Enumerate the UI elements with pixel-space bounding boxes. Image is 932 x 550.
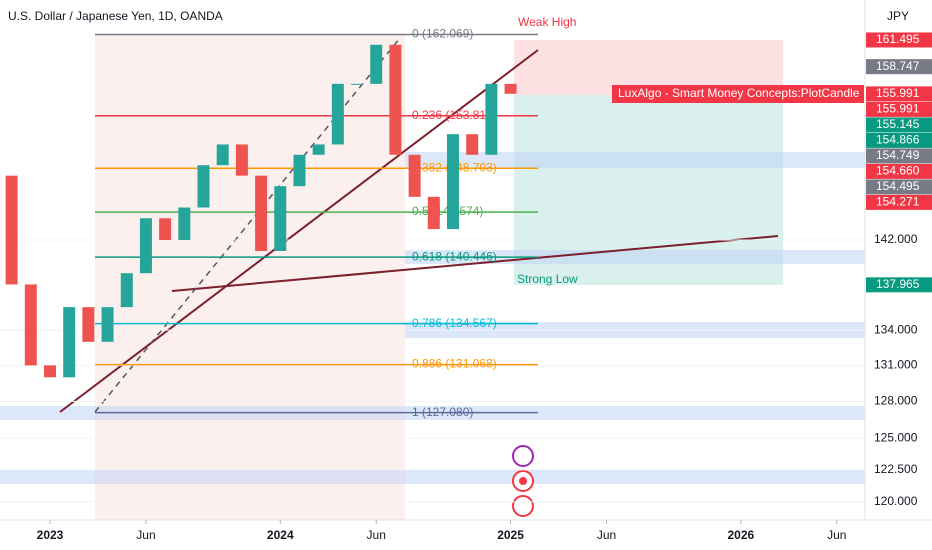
price-label: 154.271 (876, 195, 920, 209)
price-label: 137.965 (876, 277, 920, 291)
candle (331, 83, 344, 145)
annotation: Strong Low (517, 272, 578, 286)
price-label-bg (866, 59, 932, 75)
candle (139, 218, 152, 274)
x-tick-label: 2023 (37, 528, 64, 542)
x-tick-label: 2026 (727, 528, 754, 542)
y-tick-label: 125.000 (874, 430, 918, 444)
x-tick-label: Jun (827, 528, 846, 542)
fib-label: 0 (162.069) (412, 27, 473, 41)
candle (351, 83, 364, 85)
y-tick-label: 120.000 (874, 494, 918, 508)
price-label-bg (866, 32, 932, 48)
trend-line (94, 37, 401, 413)
y-tick-label: 142.000 (874, 232, 918, 246)
candle (5, 175, 18, 285)
price-label-bg (866, 117, 932, 133)
fib-label: 0.236 (153.812) (412, 108, 497, 122)
candle (197, 165, 210, 208)
candle (274, 186, 287, 251)
fib-label: 0.786 (134.567) (412, 316, 497, 330)
price-label-bg (866, 148, 932, 164)
event-icon (519, 477, 527, 485)
candle (120, 273, 133, 308)
candle (446, 134, 459, 230)
x-tick-label: 2025 (497, 528, 524, 542)
x-tick-label: Jun (136, 528, 155, 542)
price-label: 155.145 (876, 117, 920, 131)
price-label-bg (866, 179, 932, 195)
candle (24, 284, 37, 366)
price-label-bg (866, 277, 932, 293)
annotation: Weak High (518, 15, 576, 29)
candle (63, 307, 76, 378)
y-tick-label: 122.500 (874, 462, 918, 476)
candle (101, 307, 114, 342)
candle (485, 83, 498, 155)
candle (389, 44, 402, 155)
y-tick-label: 128.000 (874, 394, 918, 408)
fib-label: 0.886 (131.068) (412, 357, 497, 371)
chart-title: U.S. Dollar / Japanese Yen, 1D, OANDA (8, 9, 223, 23)
price-label-bg (866, 163, 932, 179)
candle (427, 196, 440, 230)
candle (216, 144, 229, 166)
zone (405, 152, 865, 168)
fib-background (95, 35, 405, 520)
candle (159, 218, 172, 241)
candle (466, 134, 479, 155)
price-label: 158.747 (876, 59, 920, 73)
price-label: 155.991 (876, 86, 920, 100)
candle (235, 144, 248, 176)
price-label-bg (866, 101, 932, 117)
x-tick-label: 2024 (267, 528, 294, 542)
trend-line (171, 235, 779, 292)
candle (370, 44, 383, 84)
price-label-bg (866, 132, 932, 148)
price-label: 154.495 (876, 179, 920, 193)
candle (178, 207, 191, 241)
currency: JPY (887, 9, 909, 23)
zone (0, 470, 865, 484)
x-tick-label: Jun (367, 528, 386, 542)
indicator-badge (612, 85, 864, 103)
price-label: 155.991 (876, 102, 920, 116)
price-label-bg (866, 86, 932, 102)
zone (405, 250, 865, 264)
price-label: 154.749 (876, 148, 920, 162)
y-tick-label: 131.000 (874, 358, 918, 372)
candle (408, 154, 421, 197)
candle (504, 83, 517, 94)
price-label-bg (866, 194, 932, 210)
indicator-label: LuxAlgo - Smart Money Concepts:PlotCandl… (618, 86, 860, 100)
candle (312, 144, 325, 155)
price-label: 161.495 (876, 32, 920, 46)
x-tick-label: Jun (597, 528, 616, 542)
fib-label: 0.618 (140.446) (412, 249, 497, 263)
event-icon[interactable] (512, 445, 534, 467)
price-label: 154.660 (876, 164, 920, 178)
candle (293, 154, 306, 187)
fib-label: 1 (127.080) (412, 405, 473, 419)
y-tick-label: 134.000 (874, 322, 918, 336)
event-icon[interactable] (512, 495, 534, 517)
candle (82, 307, 95, 342)
candle (255, 175, 268, 251)
trend-line (59, 49, 539, 413)
price-label: 154.866 (876, 133, 920, 147)
candle (44, 365, 56, 378)
